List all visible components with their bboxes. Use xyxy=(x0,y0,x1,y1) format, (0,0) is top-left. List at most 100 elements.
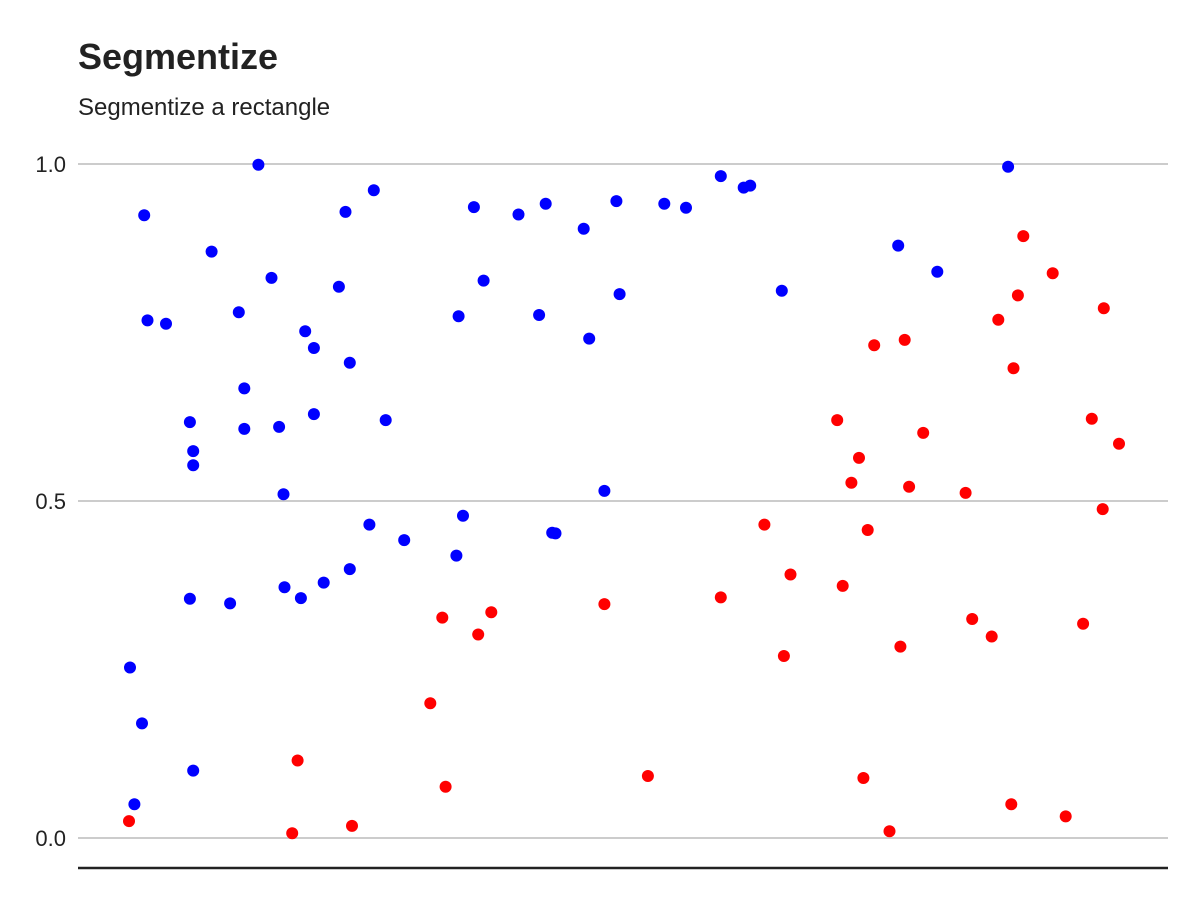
data-point xyxy=(831,414,844,427)
data-point xyxy=(577,222,590,235)
data-point xyxy=(294,592,307,605)
data-point xyxy=(343,563,356,576)
data-point xyxy=(959,486,972,499)
data-point xyxy=(307,342,320,354)
data-point xyxy=(784,568,797,581)
data-point xyxy=(1085,412,1098,425)
data-point xyxy=(124,661,136,674)
data-point xyxy=(183,592,196,605)
data-point xyxy=(583,332,596,345)
data-point xyxy=(205,245,218,258)
data-point xyxy=(343,356,356,369)
data-point xyxy=(892,239,905,252)
data-point xyxy=(485,606,498,619)
data-point xyxy=(1059,810,1072,823)
data-point xyxy=(894,640,907,653)
data-point xyxy=(898,333,911,346)
data-point xyxy=(291,754,304,767)
data-point xyxy=(238,422,251,435)
data-point xyxy=(439,780,452,793)
gridlines xyxy=(78,163,1168,839)
data-point xyxy=(457,509,469,522)
data-point xyxy=(917,426,930,439)
data-point xyxy=(224,597,237,610)
data-point xyxy=(1046,267,1059,280)
data-point xyxy=(136,717,148,730)
data-point xyxy=(641,770,654,782)
data-point xyxy=(346,819,358,832)
data-point xyxy=(777,650,790,662)
data-point xyxy=(714,591,727,604)
data-point xyxy=(845,476,858,489)
data-point xyxy=(452,310,465,323)
data-point xyxy=(138,209,151,222)
data-point xyxy=(598,484,611,497)
data-point xyxy=(367,184,380,197)
data-point xyxy=(286,827,299,840)
y-tick-label: 0.5 xyxy=(35,489,66,514)
data-point xyxy=(966,613,979,625)
data-point xyxy=(273,420,286,433)
data-point xyxy=(467,201,480,214)
data-point xyxy=(1077,617,1090,630)
y-axis-ticks: 0.0 0.5 1.0 xyxy=(35,152,66,851)
data-point xyxy=(744,179,757,192)
data-point xyxy=(758,518,771,531)
data-point xyxy=(307,408,320,421)
data-point xyxy=(232,306,245,319)
data-point xyxy=(1011,289,1024,302)
data-point xyxy=(278,581,291,594)
data-point xyxy=(187,764,200,777)
data-point xyxy=(277,488,290,501)
data-point xyxy=(472,628,485,641)
data-point xyxy=(861,524,874,536)
data-point xyxy=(1096,503,1109,516)
data-point xyxy=(985,630,998,643)
data-point xyxy=(549,527,562,540)
data-point xyxy=(123,815,135,828)
chart-title: Segmentize xyxy=(78,36,279,77)
data-point xyxy=(238,382,251,395)
data-point xyxy=(265,271,278,284)
data-point xyxy=(1005,798,1018,811)
data-point xyxy=(299,325,312,338)
y-tick-label: 0.0 xyxy=(35,826,66,851)
data-point xyxy=(332,280,345,293)
data-point xyxy=(339,205,352,218)
y-tick-label: 1.0 xyxy=(35,152,66,177)
data-point xyxy=(379,414,392,427)
data-point xyxy=(128,798,141,811)
data-point xyxy=(1007,362,1020,375)
data-point xyxy=(680,201,692,214)
data-point xyxy=(883,825,896,838)
data-point xyxy=(533,309,546,321)
data-point xyxy=(141,314,154,327)
data-point xyxy=(903,480,916,493)
data-point xyxy=(992,313,1005,326)
chart-subtitle: Segmentize a rectangle xyxy=(78,94,331,121)
data-point xyxy=(610,195,623,208)
data-point xyxy=(363,518,376,531)
data-point xyxy=(1002,160,1015,173)
data-point xyxy=(868,339,881,352)
data-point xyxy=(450,549,463,562)
data-point xyxy=(1017,230,1030,243)
data-point xyxy=(931,265,944,278)
data-point xyxy=(436,611,449,624)
data-point xyxy=(187,445,200,458)
data-point xyxy=(598,598,611,611)
data-point xyxy=(658,197,671,210)
data-point xyxy=(857,772,870,784)
data-point xyxy=(512,208,525,221)
data-point xyxy=(775,284,788,297)
data-point xyxy=(317,576,330,589)
data-point xyxy=(539,197,552,210)
data-point xyxy=(1097,302,1110,315)
data-points xyxy=(123,158,1125,840)
data-point xyxy=(252,158,265,171)
data-point xyxy=(187,459,200,472)
data-point xyxy=(183,416,196,429)
data-point xyxy=(853,451,865,464)
data-point xyxy=(477,274,490,287)
